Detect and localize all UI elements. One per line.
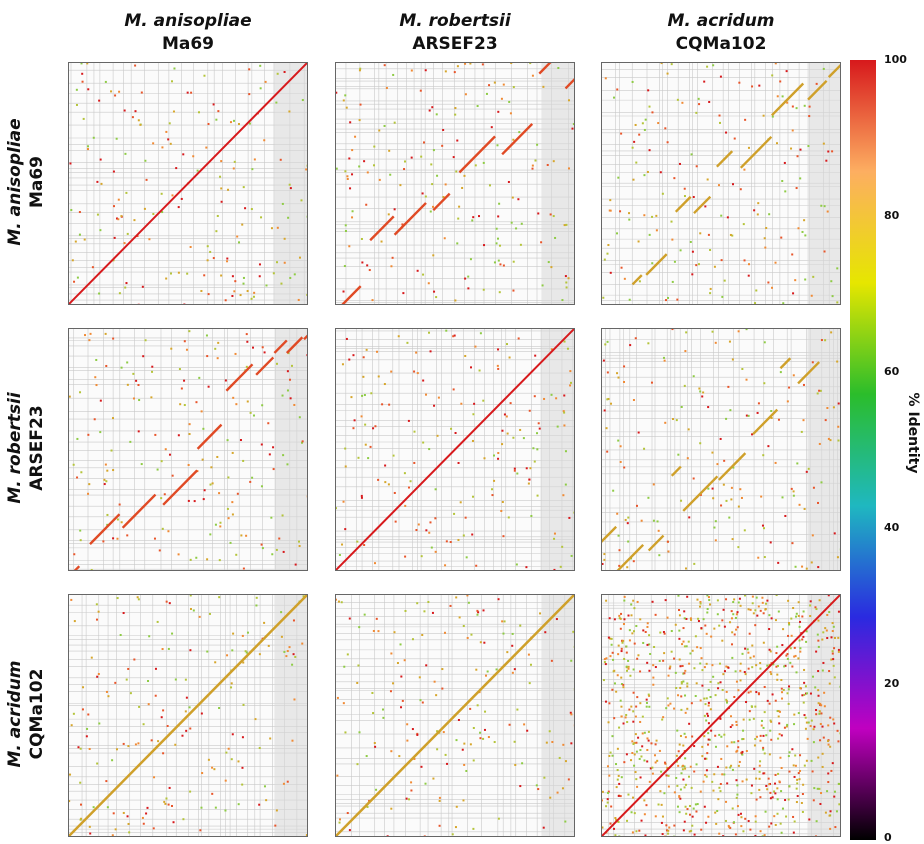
col-strain-2: ARSEF23 (335, 33, 575, 56)
row-species-2: M. robertsii (4, 328, 26, 568)
colorbar-tick-0: 0 (884, 832, 892, 844)
colorbar-tick-20: 20 (884, 678, 899, 690)
dotplot-panel-ma69-vs-arsef23 (335, 62, 575, 305)
col-species-3: M. acridum (601, 10, 841, 33)
dotplot-panel-arsef23-vs-ma69 (68, 328, 308, 571)
col-strain-3: CQMa102 (601, 33, 841, 56)
col-header-3: M. acridum CQMa102 (601, 10, 841, 56)
dotplot-panel-ma69-vs-ma69 (68, 62, 308, 305)
colorbar-tick-60: 60 (884, 366, 899, 378)
col-species-1: M. anisopliae (68, 10, 308, 33)
row-species-1: M. anisopliae (4, 62, 26, 302)
row-strain-3: CQMa102 (26, 594, 48, 834)
identity-colorbar (850, 60, 876, 840)
dotplot-panel-cqma102-vs-arsef23 (335, 594, 575, 837)
colorbar-tick-80: 80 (884, 210, 899, 222)
col-header-1: M. anisopliae Ma69 (68, 10, 308, 56)
row-species-3: M. acridum (4, 594, 26, 834)
col-header-2: M. robertsii ARSEF23 (335, 10, 575, 56)
dotplot-panel-ma69-vs-cqma102 (601, 62, 841, 305)
col-strain-1: Ma69 (68, 33, 308, 56)
dotplot-panel-cqma102-vs-cqma102 (601, 594, 841, 837)
colorbar-tick-40: 40 (884, 522, 899, 534)
row-strain-2: ARSEF23 (26, 328, 48, 568)
dotplot-panel-cqma102-vs-ma69 (68, 594, 308, 837)
colorbar-label: % Identity (905, 373, 921, 493)
row-strain-1: Ma69 (26, 62, 48, 302)
row-header-3: M. acridum CQMa102 (4, 594, 48, 834)
colorbar-tick-100: 100 (884, 54, 907, 66)
row-header-2: M. robertsii ARSEF23 (4, 328, 48, 568)
col-species-2: M. robertsii (335, 10, 575, 33)
dotplot-panel-arsef23-vs-cqma102 (601, 328, 841, 571)
row-header-1: M. anisopliae Ma69 (4, 62, 48, 302)
dotplot-panel-arsef23-vs-arsef23 (335, 328, 575, 571)
